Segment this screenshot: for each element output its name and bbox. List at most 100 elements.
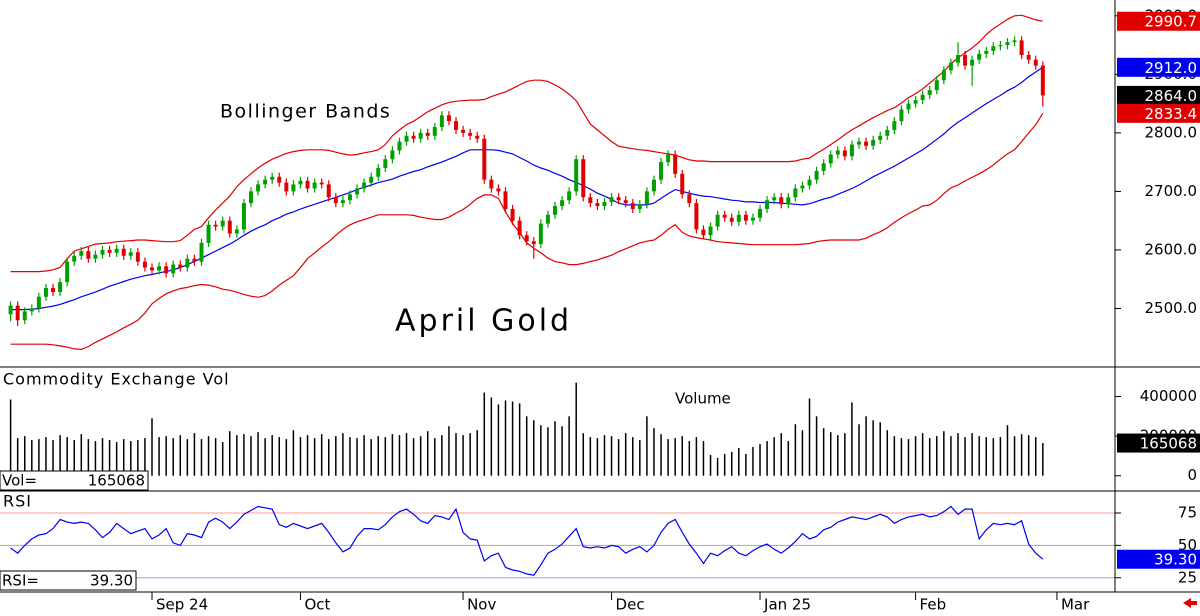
candle-body [637,204,642,209]
annotation: Bollinger Bands [220,101,391,123]
candle-body [446,115,451,122]
candle-body [496,188,501,192]
panel-title: RSI [3,492,32,511]
candle-body [15,305,20,321]
candle-body [531,241,536,245]
last-value: 2912.0 [1145,59,1198,77]
candle-body [383,159,388,168]
last-volume-box [1117,433,1200,453]
candle-body [164,266,169,274]
candle-body [376,167,381,177]
candle-body [362,182,367,189]
candle-body [418,132,423,139]
candle-body [234,229,239,234]
candle-body [736,214,741,222]
candle-body [326,184,331,198]
x-tick-label: Feb [920,596,947,614]
candle-body [270,176,275,180]
value-caption: Vol= [2,472,37,490]
candle-body [899,109,904,122]
plot-marks: 2500.02600.02700.02800.02900.03000.00200… [0,6,1200,614]
y-tick-label: 2700.0 [1145,182,1198,200]
x-tick-label: Mar [1061,596,1090,614]
candle-body [284,182,289,192]
candle-body [333,197,338,204]
candle-body [128,252,133,256]
candle-body [694,203,699,230]
candle-body [998,45,1003,47]
candle-body [977,53,982,60]
candle-body [135,252,140,262]
candle-body [312,182,317,189]
candle-body [72,255,77,262]
x-tick-label: Jan 25 [763,596,811,614]
last-rsi: 39.30 [1154,551,1197,569]
candle-body [263,179,268,185]
last-close: 2864.0 [1145,87,1198,105]
candle-body [65,261,70,283]
candle-body [666,154,671,163]
y-tick-label: 25 [1178,568,1197,586]
x-tick-label: Dec [616,596,645,614]
candle-body [425,132,430,136]
candle-body [970,59,975,66]
candle-body [984,50,989,54]
candle-body [43,287,48,297]
candle-body [390,150,395,160]
candle-body [864,141,869,146]
candle-body [256,184,261,192]
candle-body [552,206,557,215]
value-box [0,570,137,591]
candle-body [397,141,402,151]
y-tick-label: 75 [1178,504,1197,522]
candle-body [871,139,876,146]
candle-body [828,154,833,164]
candle-body [206,224,211,243]
candle-body [708,226,713,236]
candle-body [404,135,409,142]
candle-body [991,46,996,51]
candle-body [58,282,63,293]
candle-body [369,176,374,183]
y-tick-label: 2800.0 [1145,123,1198,141]
candle-body [347,194,352,201]
candle-body [560,200,565,207]
candle-body [538,223,543,245]
candle-body [793,188,798,198]
candle-body [602,201,607,207]
candle-body [439,115,444,128]
candle-body [93,254,98,259]
candle-body [878,135,883,140]
candle-body [475,135,480,139]
candle-body [510,208,515,221]
candle-body [22,311,27,321]
candle-body [1019,40,1024,56]
candle-body [779,197,784,205]
x-tick-label: Nov [467,596,496,614]
candle-body [927,90,932,95]
last-value-box [1117,11,1200,31]
last-value-box [1117,103,1200,123]
candle-body [185,258,190,268]
candle-body [121,248,126,256]
candle-body [722,214,727,218]
annotation: Volume [675,390,731,408]
candle-body [574,159,579,192]
candle-body [758,208,763,218]
candle-body [814,170,819,180]
candle-body [157,266,162,271]
candle-body [906,103,911,110]
candle-body [213,224,218,227]
candle-body [178,264,183,268]
candle-body [432,127,437,136]
candle-body [595,203,600,207]
candle-body [567,191,572,201]
scroll-arrow[interactable] [1183,598,1197,608]
band-line [10,14,1043,273]
candle-body [786,197,791,205]
candle-body [715,214,720,227]
candle-body [227,220,232,234]
value-readout: 39.30 [90,572,133,590]
candle-body [150,267,154,271]
